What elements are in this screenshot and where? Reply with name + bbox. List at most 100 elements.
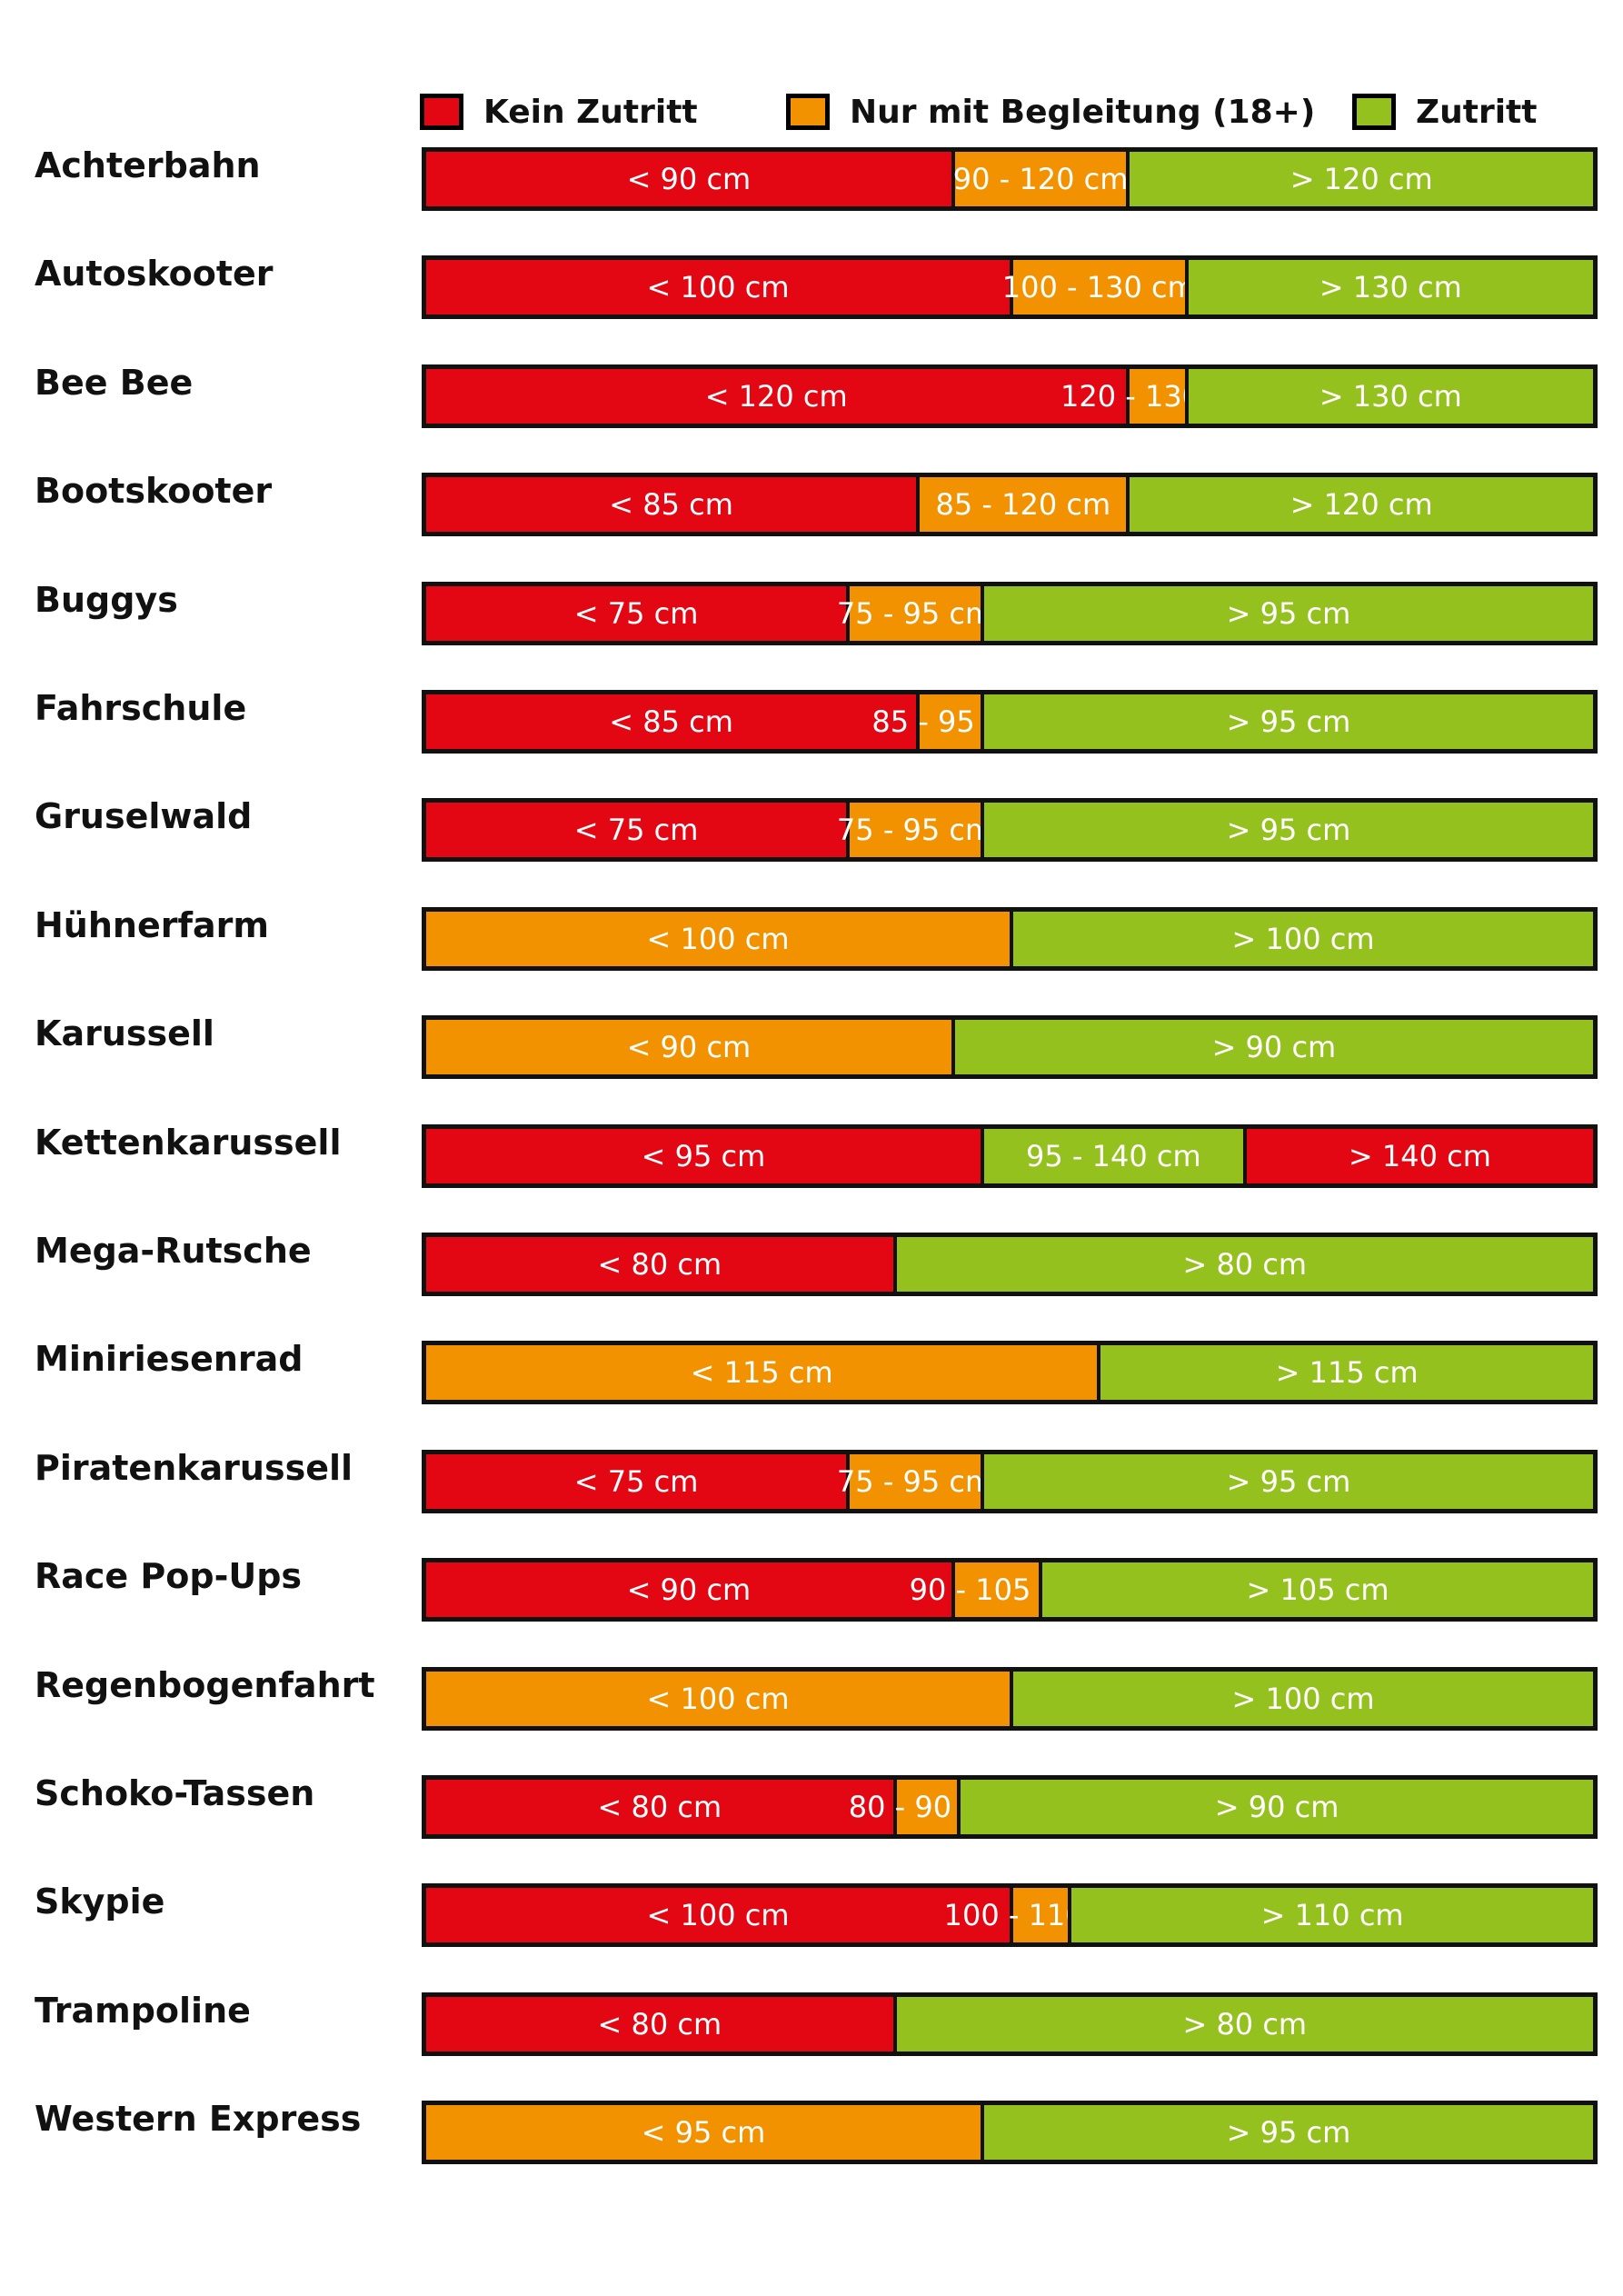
segment-label: > 130 cm [1319,270,1462,304]
bar-segment-zutritt: > 120 cm [1126,152,1593,206]
row-label-miniriesenrad: Miniriesenrad [35,1339,304,1379]
segment-label: > 130 cm [1319,379,1462,414]
bar-segment-begleitung: 75 - 95 cm [837,1454,993,1509]
bar-segment-begleitung: 100 - 130 cm [1002,260,1196,314]
row-label-autoskooter: Autoskooter [35,254,274,294]
bar-karussell: < 90 cm > 90 cm [422,1015,1598,1079]
segment-label: 75 - 95 cm [836,1464,994,1499]
segment-label: < 75 cm [573,813,699,847]
segment-label: < 80 cm [597,1247,722,1282]
row-label-race-pop-ups: Race Pop-Ups [35,1556,303,1596]
bar-segment-begleitung: < 90 cm [426,1020,951,1074]
legend-item-zutritt: Zutritt [1352,89,1537,135]
segment-label: < 75 cm [573,1464,699,1499]
bar-mega-rutsche: < 80 cm > 80 cm [422,1233,1598,1296]
segment-label: < 100 cm [646,270,790,304]
bar-segment-kein-zutritt: < 100 cm [426,1888,1010,1942]
bar-hühnerfarm: < 100 cm > 100 cm [422,907,1598,971]
bar-segment-kein-zutritt: < 100 cm [426,260,1010,314]
legend-label-kein-zutritt: Kein Zutritt [483,93,698,131]
segment-label: > 95 cm [1226,2115,1351,2150]
bar-segment-kein-zutritt: < 95 cm [426,1129,981,1183]
segment-label: < 95 cm [641,2115,766,2150]
bar-segment-zutritt: > 95 cm [980,694,1593,749]
bar-segment-zutritt: > 130 cm [1184,369,1593,424]
bar-segment-kein-zutritt: < 90 cm [426,152,951,206]
segment-label: 90 - 120 cm [952,162,1129,196]
legend-label-begleitung: Nur mit Begleitung (18+) [850,93,1316,131]
bar-segment-kein-zutritt: < 80 cm [426,1780,893,1834]
segment-label: < 90 cm [626,162,752,196]
bar-segment-zutritt: > 130 cm [1184,260,1593,314]
bar-segment-zutritt: > 95 cm [980,1454,1593,1509]
legend-item-kein-zutritt: Kein Zutritt [420,89,698,135]
segment-label: > 95 cm [1226,596,1351,631]
bar-gruselwald: < 75 cm 75 - 95 cm > 95 cm [422,798,1598,862]
segment-label: < 85 cm [609,704,733,739]
segment-label: > 115 cm [1275,1355,1419,1390]
bar-segment-zutritt: > 115 cm [1097,1345,1593,1400]
bar-segment-zutritt: > 95 cm [980,803,1593,857]
row-label-fahrschule: Fahrschule [35,688,247,728]
bar-segment-begleitung: 75 - 95 cm [837,586,993,641]
row-label-piratenkarussell: Piratenkarussell [35,1448,353,1488]
row-label-gruselwald: Gruselwald [35,796,253,836]
row-label-hühnerfarm: Hühnerfarm [35,905,269,945]
legend-swatch-zutritt [1352,94,1396,130]
segment-label: > 95 cm [1226,704,1351,739]
segment-label: < 115 cm [690,1355,833,1390]
segment-label: > 90 cm [1214,1790,1339,1824]
bar-segment-kein-zutritt: < 85 cm [426,694,917,749]
segment-label: > 80 cm [1182,1247,1308,1282]
bar-segment-begleitung: 90 - 105 cm [910,1562,1084,1617]
bar-segment-kein-zutritt: < 90 cm [426,1562,951,1617]
bar-segment-zutritt: > 80 cm [892,1997,1593,2051]
bar-segment-zutritt: > 110 cm [1068,1888,1593,1942]
row-label-karussell: Karussell [35,1013,214,1053]
segment-label: < 100 cm [646,922,790,956]
bar-segment-kein-zutritt: < 120 cm [426,369,1127,424]
segment-label: 85 - 120 cm [935,487,1111,522]
segment-label: < 90 cm [626,1572,752,1607]
bar-segment-begleitung: 85 - 95 cm [871,694,1029,749]
segment-label: 75 - 95 cm [836,596,994,631]
bar-piratenkarussell: < 75 cm 75 - 95 cm > 95 cm [422,1450,1598,1513]
bar-segment-zutritt: > 80 cm [892,1237,1593,1292]
row-label-bootskooter: Bootskooter [35,471,273,511]
bar-segment-begleitung: < 100 cm [426,1672,1010,1726]
row-label-mega-rutsche: Mega-Rutsche [35,1231,312,1271]
row-label-buggys: Buggys [35,580,178,620]
bar-segment-zutritt: > 120 cm [1126,477,1593,532]
bar-segment-begleitung: 80 - 90 cm [849,1780,1005,1834]
segment-label: < 80 cm [597,1790,722,1824]
row-label-trampoline: Trampoline [35,1991,251,2031]
bar-segment-zutritt: > 100 cm [1010,912,1593,966]
bar-segment-zutritt: > 90 cm [957,1780,1593,1834]
segment-label: < 80 cm [597,2007,722,2041]
legend-swatch-kein-zutritt [420,94,463,130]
segment-label: < 100 cm [646,1682,790,1716]
segment-label: > 100 cm [1231,922,1375,956]
bar-segment-kein-zutritt: < 75 cm [426,586,847,641]
bar-segment-begleitung: 85 - 120 cm [916,477,1127,532]
segment-label: > 120 cm [1289,162,1433,196]
bar-segment-begleitung: 100 - 110 cm [944,1888,1138,1942]
bar-segment-zutritt: > 105 cm [1039,1562,1593,1617]
segment-label: < 75 cm [573,596,699,631]
bar-schoko-tassen: < 80 cm 80 - 90 cm > 90 cm [422,1775,1598,1839]
segment-label: > 140 cm [1348,1139,1491,1173]
bar-segment-begleitung: < 95 cm [426,2105,981,2160]
row-label-skypie: Skypie [35,1882,165,1922]
bar-buggys: < 75 cm 75 - 95 cm > 95 cm [422,582,1598,645]
bar-bootskooter: < 85 cm 85 - 120 cm > 120 cm [422,473,1598,536]
row-label-schoko-tassen: Schoko-Tassen [35,1773,315,1813]
row-label-kettenkarussell: Kettenkarussell [35,1123,342,1163]
bar-segment-begleitung: 75 - 95 cm [837,803,993,857]
segment-label: < 90 cm [626,1030,752,1064]
row-label-regenbogenfahrt: Regenbogenfahrt [35,1665,375,1705]
bar-segment-kein-zutritt: < 80 cm [426,1997,893,2051]
segment-label: > 120 cm [1289,487,1433,522]
bar-segment-kein-zutritt: < 80 cm [426,1237,893,1292]
legend-label-zutritt: Zutritt [1416,93,1538,131]
